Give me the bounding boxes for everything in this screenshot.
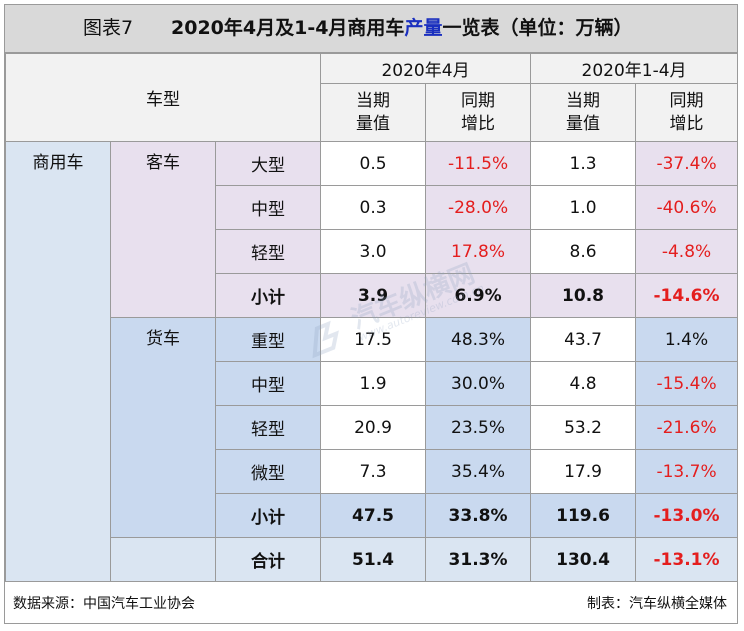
row-type: 小计	[214, 273, 322, 318]
header-label: 同期 增比	[669, 90, 704, 134]
row-type: 重型	[214, 317, 322, 362]
cell-ytd: 119.6	[530, 493, 637, 538]
cell-ytd: 53.2	[530, 405, 637, 450]
cell-ytd: 4.8	[530, 361, 637, 406]
header-label: 当期 量值	[356, 90, 391, 134]
data-source: 数据来源：中国汽车工业协会	[13, 596, 195, 612]
cell-ytd: 17.9	[530, 449, 637, 494]
row-type: 微型	[214, 449, 322, 494]
cell-apr: 3.9	[320, 273, 427, 318]
row-type: 中型	[214, 361, 322, 406]
header-label: 同期 增比	[461, 90, 496, 134]
cell-apr-yoy: -28.0%	[425, 185, 532, 230]
cell-ytd: 43.7	[530, 317, 637, 362]
cell-apr-yoy: 31.3%	[425, 537, 532, 582]
cell-ytd: 10.8	[530, 273, 637, 318]
cell-apr: 0.5	[320, 141, 427, 186]
cell-ytd-yoy: -37.4%	[635, 141, 739, 186]
cell-apr: 7.3	[320, 449, 427, 494]
cell-ytd-yoy: -13.1%	[635, 537, 739, 582]
subtotal-row: 小计 47.5 33.8% 119.6 -13.0%	[6, 493, 739, 538]
cell-ytd-yoy: -14.6%	[635, 273, 739, 318]
cell-apr: 51.4	[320, 537, 427, 582]
jan-apr-header: 2020年1-4月	[530, 53, 739, 84]
cell-ytd: 130.4	[530, 537, 637, 582]
table-row: 轻型 3.0 17.8% 8.6 -4.8%	[6, 229, 739, 274]
ytd-value-header: 当期 量值	[530, 83, 637, 142]
cell-ytd-yoy: -15.4%	[635, 361, 739, 406]
table-row: 商用车 客车 大型 0.5 -11.5% 1.3 -37.4%	[5, 141, 739, 582]
cell-apr-yoy: -11.5%	[425, 141, 532, 186]
total-row: 合计 51.4 31.3% 130.4 -13.1%	[6, 537, 739, 582]
cell-ytd-yoy: -13.0%	[635, 493, 739, 538]
data-table: 车型 2020年4月 2020年1-4月 当期 量值 同期 增比 当期 量值 同…	[4, 53, 739, 582]
cell-apr: 17.5	[320, 317, 427, 362]
table-row: 中型 0.3 -28.0% 1.0 -40.6%	[6, 185, 739, 230]
cell-apr: 1.9	[320, 361, 427, 406]
cell-ytd: 8.6	[530, 229, 637, 274]
cell-ytd-yoy: -4.8%	[635, 229, 739, 274]
cell-ytd: 1.0	[530, 185, 637, 230]
cell-apr: 3.0	[320, 229, 427, 274]
total-spacer	[110, 537, 216, 582]
subtotal-row: 小计 3.9 6.9% 10.8 -14.6%	[6, 273, 739, 318]
row-type: 轻型	[214, 229, 322, 274]
row-type: 合计	[214, 537, 322, 582]
cell-apr-yoy: 48.3%	[425, 317, 532, 362]
table-row: 微型 7.3 35.4% 17.9 -13.7%	[6, 449, 739, 494]
cell-ytd-yoy: -13.7%	[635, 449, 739, 494]
vehicle-type-header: 车型	[4, 53, 322, 142]
row-type: 中型	[214, 185, 322, 230]
footer: 数据来源：中国汽车工业协会 制表：汽车纵横全媒体	[5, 585, 737, 623]
cell-apr-yoy: 33.8%	[425, 493, 532, 538]
cell-apr: 0.3	[320, 185, 427, 230]
cell-apr: 20.9	[320, 405, 427, 450]
table-row: 中型 1.9 30.0% 4.8 -15.4%	[6, 361, 739, 406]
table-row: 货车 重型 17.5 48.3% 43.7 1.4%	[6, 317, 739, 538]
cell-ytd: 1.3	[530, 141, 637, 186]
bus-label: 客车	[110, 141, 216, 318]
cell-apr-yoy: 30.0%	[425, 361, 532, 406]
title-bar: 图表7 2020年4月及1-4月商用车产量一览表（单位：万辆）	[5, 5, 737, 53]
april-value-header: 当期 量值	[320, 83, 427, 142]
cell-apr-yoy: 35.4%	[425, 449, 532, 494]
truck-label: 货车	[110, 317, 216, 538]
table-row: 轻型 20.9 23.5% 53.2 -21.6%	[6, 405, 739, 450]
row-type: 大型	[214, 141, 322, 186]
cell-apr: 47.5	[320, 493, 427, 538]
cell-apr-yoy: 6.9%	[425, 273, 532, 318]
title-highlight: 产量	[404, 17, 443, 39]
table-title: 2020年4月及1-4月商用车产量一览表（单位：万辆）	[171, 17, 633, 39]
made-by: 制表：汽车纵横全媒体	[587, 596, 727, 612]
row-type: 小计	[214, 493, 322, 538]
figure-number: 图表7	[83, 17, 134, 39]
header-label: 当期 量值	[566, 90, 601, 134]
cell-ytd-yoy: -21.6%	[635, 405, 739, 450]
cell-ytd-yoy: 1.4%	[635, 317, 739, 362]
ytd-yoy-header: 同期 增比	[635, 83, 739, 142]
cell-ytd-yoy: -40.6%	[635, 185, 739, 230]
row-type: 轻型	[214, 405, 322, 450]
cell-apr-yoy: 23.5%	[425, 405, 532, 450]
april-header: 2020年4月	[320, 53, 532, 84]
cell-apr-yoy: 17.8%	[425, 229, 532, 274]
commercial-vehicle-label: 商用车	[5, 141, 111, 582]
april-yoy-header: 同期 增比	[425, 83, 532, 142]
